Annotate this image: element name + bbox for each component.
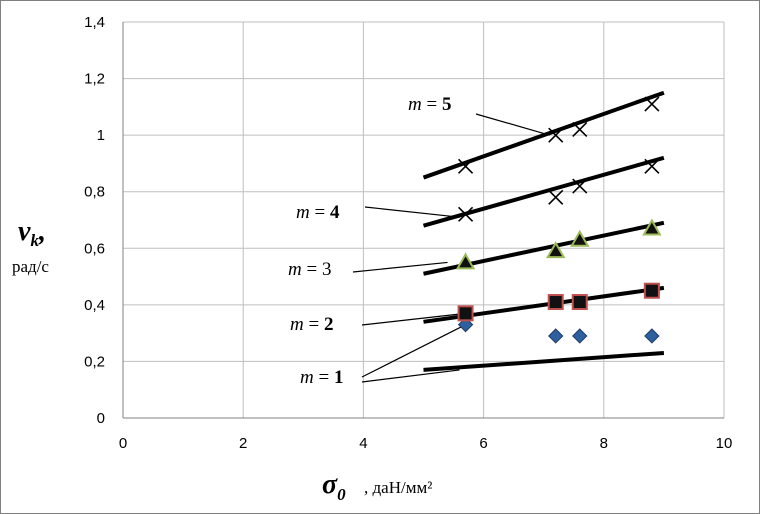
x-axis-symbol: σ [322,469,338,500]
label-m-var: m [300,367,314,388]
label-m5: m = 5 [408,94,451,115]
marker-triangle [545,241,566,259]
x-tick-label: 0 [119,435,127,452]
y-tick-label: 0 [97,410,105,427]
marker-x [572,178,588,194]
x-tick-label: 4 [359,435,367,452]
y-tick-label: 1,2 [84,71,105,88]
label-m4: m = 4 [296,202,340,223]
y-tick-label: 0,8 [84,184,105,201]
marker-x [644,158,660,174]
marker-x [458,206,474,222]
marker-square [547,294,564,311]
marker-diamond [572,328,588,344]
y-axis-unit: рад/с [12,257,49,276]
marker-triangle [570,229,590,247]
y-axis-label: νk, [18,216,46,250]
marker-x [572,121,588,138]
marker-diamond [644,328,660,344]
label-m-num: 1 [334,367,344,388]
label-m-num: 5 [442,94,452,115]
label-m-eq: = [422,94,442,115]
x-axis-subscript: 0 [337,485,346,504]
marker-x [458,158,474,174]
marker-x [548,127,564,143]
y-tick-label: 0,2 [84,353,105,370]
marker-triangle [642,218,662,236]
y-tick-label: 0,4 [84,297,105,314]
label-m-num: 3 [322,259,332,280]
leader-line-m1-extra [361,324,466,378]
x-tick-label: 2 [239,435,247,452]
marker-x [644,96,660,112]
label-m-num: 4 [330,202,340,223]
leader-line-m3 [352,261,448,273]
label-m-var: m [408,94,422,115]
label-m-eq: = [304,314,324,335]
label-m3: m = 3 [288,259,331,280]
x-tick-label: 8 [600,435,608,452]
marker-diamond [548,328,564,344]
label-m-var: m [288,259,302,280]
y-axis-subscript: k [30,231,39,250]
leader-line-m5 [475,113,550,136]
label-m-eq: = [314,367,334,388]
y-tick-label: 0,6 [84,240,105,257]
label-m2: m = 2 [290,314,333,335]
marker-square [571,294,588,311]
leader-line-m2 [361,312,466,326]
y-axis-symbol: ν [18,216,31,247]
x-axis-label: σ0 [322,469,346,504]
fit-line-series-1 [423,350,665,372]
x-axis-unit: , даН/мм² [364,478,432,497]
x-tick-label: 6 [479,435,487,452]
label-m-eq: = [310,202,330,223]
label-m-num: 2 [324,314,334,335]
leader-line-m4 [364,206,460,218]
label-m1: m = 1 [300,367,343,388]
marker-square [643,282,660,299]
x-tick-label: 10 [716,435,733,452]
y-tick-label: 1,4 [84,14,105,31]
label-m-eq: = [302,259,322,280]
marker-x [548,189,564,205]
marker-square [457,305,474,322]
y-axis-suffix: , [38,216,46,247]
y-tick-label: 1 [97,127,105,144]
fit-line-series-4 [422,155,665,228]
marker-triangle [455,252,476,270]
label-m-var: m [296,202,310,223]
label-m-var: m [290,314,304,335]
leader-line-m1 [361,369,460,383]
